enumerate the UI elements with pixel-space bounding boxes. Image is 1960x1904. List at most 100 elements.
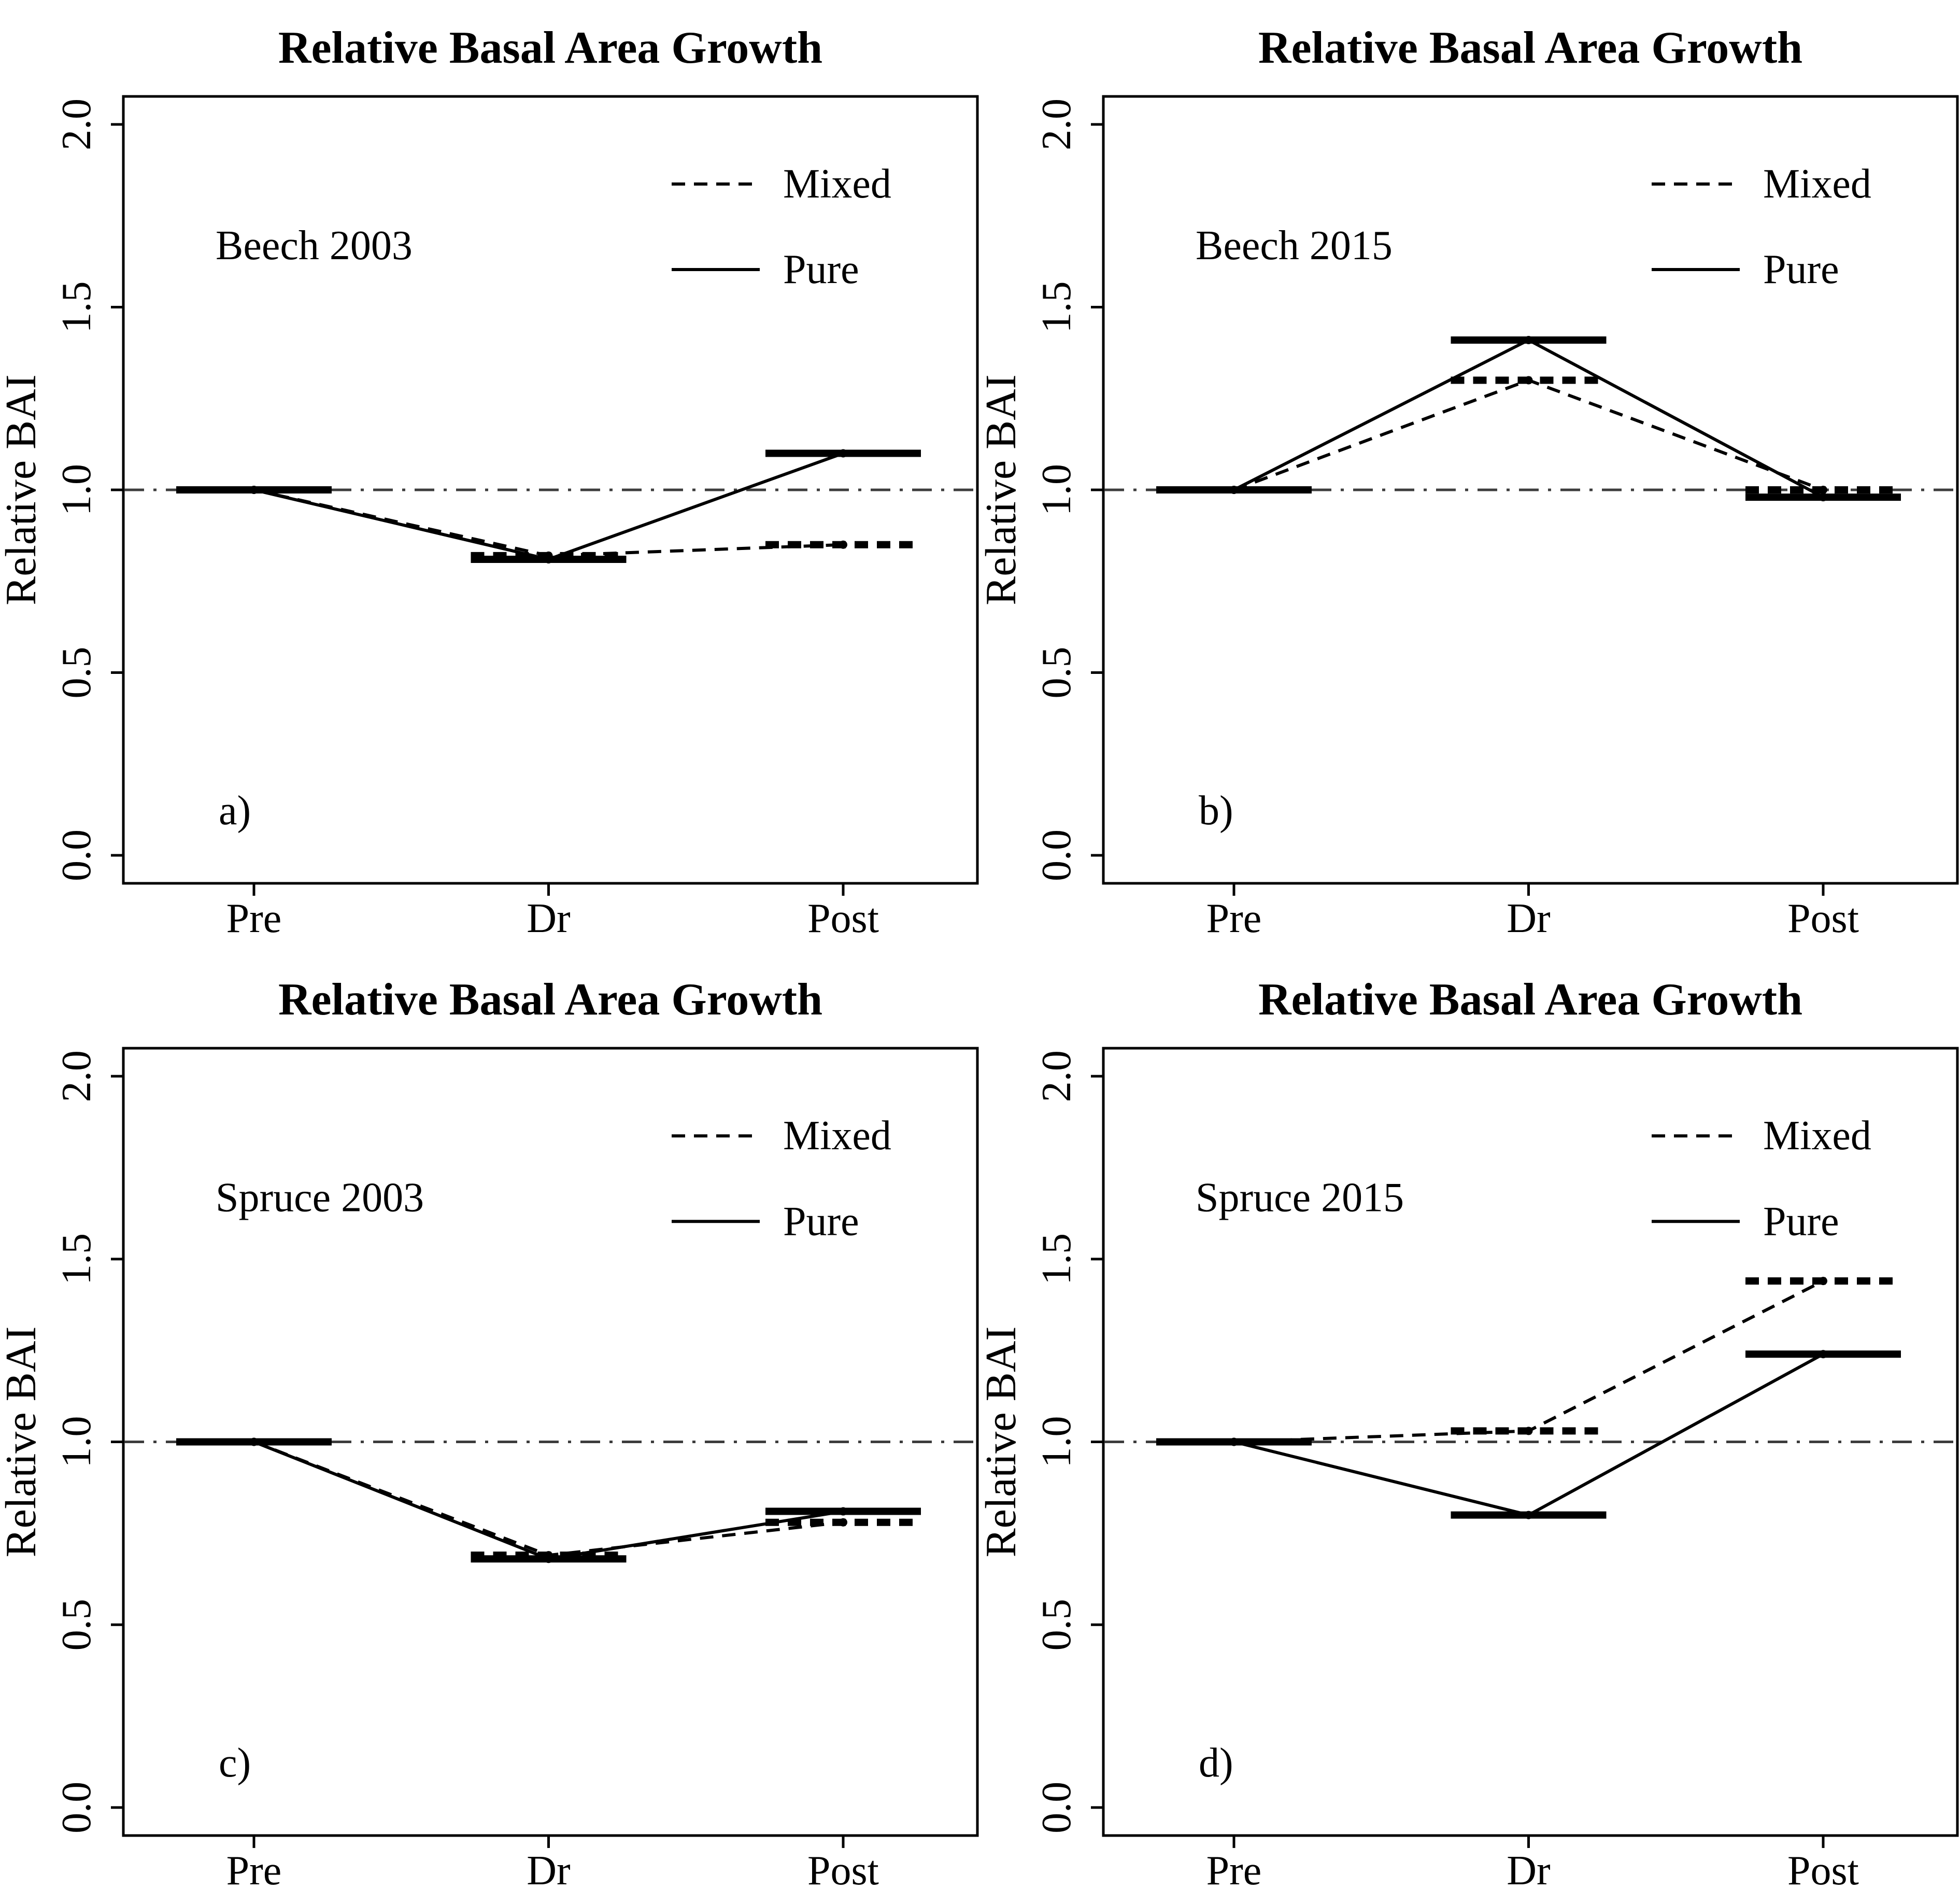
y-tick-label: 0.5: [54, 1599, 100, 1651]
series-line-mixed: [253, 488, 844, 557]
chart-title: Relative Basal Area Growth: [278, 23, 822, 73]
x-tick-label: Pre: [226, 896, 282, 941]
data-point-mixed: [1819, 486, 1827, 494]
data-point-pure: [1819, 1350, 1827, 1359]
y-axis-label: Relative BAI: [980, 1327, 1025, 1558]
legend-label-mixed: Mixed: [783, 161, 891, 207]
legend-label-pure: Pure: [783, 247, 859, 292]
x-tick-label: Post: [1787, 1848, 1859, 1894]
data-point-pure: [250, 486, 258, 494]
data-point-pure: [839, 449, 847, 458]
y-tick-label: 0.0: [54, 1782, 100, 1834]
x-tick-label: Dr: [527, 1848, 570, 1894]
x-tick-label: Post: [1787, 896, 1859, 941]
chart-title: Relative Basal Area Growth: [1258, 23, 1802, 73]
axes: 0.0 0.5 1.0 1.5 2.0 Pre Dr Post: [1034, 1047, 1959, 1894]
y-axis-label: Relative BAI: [980, 374, 1025, 605]
y-tick-label: 0.5: [1034, 647, 1080, 699]
panel-c: Relative Basal Area Growth Relative BAI …: [0, 952, 980, 1904]
y-tick-label: 0.0: [1034, 1782, 1080, 1834]
x-tick-label: Pre: [1206, 896, 1262, 941]
legend-label-mixed: Mixed: [1763, 161, 1871, 207]
panel-d: Relative Basal Area Growth Relative BAI …: [980, 952, 1960, 1904]
panel-letter: a): [219, 788, 251, 834]
y-tick-label: 2.0: [54, 98, 100, 150]
panel-letter: c): [219, 1740, 251, 1786]
axes: 0.0 0.5 1.0 1.5 2.0 Pre Dr Post: [1034, 95, 1959, 941]
panel-letter: d): [1199, 1740, 1233, 1786]
y-tick-label: 0.5: [1034, 1599, 1080, 1651]
chart-spruce-2003: Relative Basal Area Growth Relative BAI …: [0, 975, 979, 1894]
data-point-pure: [250, 1437, 258, 1446]
data-point-pure: [544, 1555, 553, 1563]
series-line-mixed: [1233, 378, 1824, 491]
y-tick-label: 1.0: [54, 1416, 100, 1468]
y-tick-label: 1.0: [54, 464, 100, 516]
y-tick-label: 1.5: [1034, 1233, 1080, 1285]
y-axis-label: Relative BAI: [0, 374, 45, 605]
y-tick-label: 0.5: [54, 647, 100, 699]
y-tick-label: 1.0: [1034, 1416, 1080, 1468]
x-tick-label: Dr: [1507, 896, 1550, 941]
group-label: Spruce 2015: [1196, 1175, 1404, 1220]
data-point-pure: [1524, 1511, 1533, 1519]
series-line-mixed: [1233, 1279, 1824, 1444]
legend-label-mixed: Mixed: [1763, 1113, 1871, 1159]
x-tick-label: Post: [807, 1848, 879, 1894]
x-tick-label: Pre: [226, 1848, 282, 1894]
data-point-pure: [1230, 486, 1238, 494]
plot-area: [1104, 335, 1956, 502]
panel-letter: b): [1199, 788, 1233, 834]
y-tick-label: 2.0: [54, 1050, 100, 1102]
legend: Mixed Pure: [1652, 1113, 1871, 1244]
y-tick-label: 2.0: [1034, 98, 1080, 150]
chart-beech-2015: Relative Basal Area Growth Relative BAI …: [980, 23, 1959, 941]
plot-area: [1104, 1277, 1956, 1519]
y-tick-label: 2.0: [1034, 1050, 1080, 1102]
y-tick-label: 0.0: [1034, 829, 1080, 881]
group-label: Spruce 2003: [216, 1175, 424, 1220]
series-line-pure: [253, 1440, 844, 1561]
chart-beech-2003: Relative Basal Area Growth Relative BAI …: [0, 23, 979, 941]
legend-label-pure: Pure: [1763, 1198, 1839, 1244]
y-axis-label: Relative BAI: [0, 1327, 45, 1558]
axes: 0.0 0.5 1.0 1.5 2.0 Pre Dr Post: [54, 1047, 979, 1894]
series-line-pure: [1233, 338, 1824, 499]
y-tick-label: 1.5: [1034, 281, 1080, 333]
chart-title: Relative Basal Area Growth: [1258, 975, 1802, 1025]
chart-spruce-2015: Relative Basal Area Growth Relative BAI …: [980, 975, 1959, 1894]
data-point-mixed: [1524, 376, 1533, 385]
legend: Mixed Pure: [672, 1113, 891, 1244]
plot-area: [124, 449, 976, 563]
y-tick-label: 1.5: [54, 1233, 100, 1285]
data-point-pure: [1524, 335, 1533, 344]
data-point-mixed: [1819, 1277, 1827, 1286]
x-tick-label: Dr: [527, 896, 570, 941]
legend: Mixed Pure: [672, 161, 891, 292]
x-tick-label: Dr: [1507, 1848, 1550, 1894]
data-point-mixed: [1524, 1427, 1533, 1435]
group-label: Beech 2015: [1196, 223, 1393, 269]
data-point-mixed: [839, 540, 847, 549]
data-point-pure: [839, 1507, 847, 1516]
group-label: Beech 2003: [216, 223, 413, 269]
data-point-pure: [544, 555, 553, 563]
data-point-mixed: [839, 1518, 847, 1527]
panel-a: Relative Basal Area Growth Relative BAI …: [0, 0, 980, 952]
data-point-pure: [1230, 1437, 1238, 1446]
x-tick-label: Post: [807, 896, 879, 941]
legend-label-mixed: Mixed: [783, 1113, 891, 1159]
y-tick-label: 1.5: [54, 281, 100, 333]
legend-label-pure: Pure: [1763, 247, 1839, 292]
plot-area: [124, 1437, 976, 1563]
series-line-mixed: [253, 1440, 844, 1557]
axes: 0.0 0.5 1.0 1.5 2.0 Pre Dr Post: [54, 95, 979, 941]
series-line-pure: [253, 452, 844, 561]
legend-label-pure: Pure: [783, 1198, 859, 1244]
legend: Mixed Pure: [1652, 161, 1871, 292]
y-tick-label: 1.0: [1034, 464, 1080, 516]
x-tick-label: Pre: [1206, 1848, 1262, 1894]
y-tick-label: 0.0: [54, 829, 100, 881]
panel-b: Relative Basal Area Growth Relative BAI …: [980, 0, 1960, 952]
